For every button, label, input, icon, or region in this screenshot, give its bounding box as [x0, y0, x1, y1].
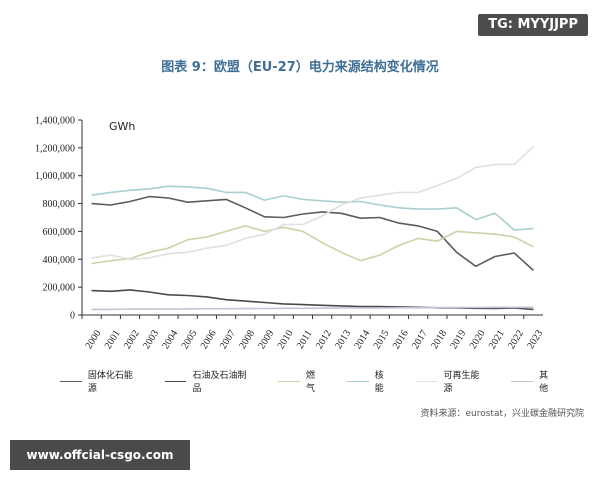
series-line: [91, 306, 534, 311]
series-line: [91, 145, 534, 261]
y-tick-label: 0: [70, 311, 75, 322]
legend-label: 石油及石油制品: [192, 371, 247, 394]
x-tick-label: 2009: [256, 328, 276, 351]
x-tick-label: 2006: [199, 328, 219, 351]
legend-swatch: [346, 380, 369, 382]
legend-item: 核能: [346, 368, 393, 394]
chart-legend: 固体化石能源 石油及石油制品 燃气 核能 可再生能源 其他: [60, 371, 580, 394]
series-line: [91, 225, 534, 265]
legend-item: 固体化石能源: [60, 368, 142, 394]
x-tick-label: 2019: [448, 328, 468, 351]
legend-item: 其他: [511, 368, 557, 394]
watermark-banner: www.offcial-csgo.com: [10, 440, 190, 470]
x-tick-label: 2020: [468, 328, 488, 351]
legend-label: 其他: [539, 371, 549, 394]
x-tick-label: 2012: [314, 328, 334, 351]
x-tick-label: 2018: [429, 328, 449, 351]
y-tick-label: 1,000,000: [35, 171, 75, 182]
source-note: 资料来源：eurostat，兴业碳金融研究院: [420, 409, 584, 419]
x-tick-label: 2014: [352, 328, 372, 351]
legend-label: 核能: [374, 371, 384, 394]
x-tick-label: 2022: [506, 328, 526, 351]
series-line: [91, 289, 534, 311]
y-tick-label: 400,000: [43, 255, 76, 266]
legend-swatch: [415, 380, 438, 382]
y-axis-unit: GWh: [109, 120, 135, 133]
channel-badge: TG: MYYJJPP: [478, 14, 588, 36]
x-tick-label: 2001: [103, 328, 123, 351]
x-tick-label: 2000: [84, 328, 104, 351]
x-tick-label: 2013: [333, 328, 353, 351]
x-tick-label: 2023: [525, 328, 545, 351]
x-tick-label: 2021: [487, 328, 507, 351]
chart-title: 图表 9：欧盟（EU-27）电力来源结构变化情况: [161, 60, 439, 75]
y-tick-label: 1,400,000: [35, 116, 75, 127]
legend-item: 燃气: [278, 368, 324, 394]
x-tick-label: 2007: [218, 328, 238, 351]
legend-swatch: [164, 380, 187, 382]
x-tick-label: 2008: [237, 328, 257, 351]
series-line: [91, 185, 534, 231]
x-tick-label: 2003: [141, 328, 161, 351]
x-tick-label: 2002: [122, 328, 142, 351]
axes: 0 200,000 400,000 600,000 800,000 1,000,000 1,…: [35, 116, 545, 352]
legend-item: 可再生能源: [415, 368, 489, 394]
y-tick-label: 1,200,000: [35, 143, 75, 154]
legend-swatch: [511, 380, 534, 382]
x-tick-label: 2011: [295, 328, 315, 350]
x-tick-label: 2017: [410, 328, 430, 351]
x-tick-label: 2015: [372, 328, 392, 351]
legend-item: 石油及石油制品: [164, 368, 256, 394]
series-line: [91, 195, 534, 271]
y-tick-label: 800,000: [43, 199, 76, 210]
legend-swatch: [60, 380, 82, 382]
legend-label: 固体化石能源: [87, 371, 133, 394]
y-tick-label: 600,000: [43, 227, 76, 238]
x-tick-label: 2016: [391, 328, 411, 351]
y-tick-label: 200,000: [43, 283, 76, 294]
legend-label: 燃气: [305, 371, 315, 394]
x-tick-label: 2005: [180, 328, 200, 351]
legend-swatch: [278, 380, 300, 382]
x-tick-label: 2010: [276, 328, 296, 351]
legend-label: 可再生能源: [443, 371, 480, 394]
series-group: [91, 145, 534, 311]
x-tick-label: 2004: [160, 328, 180, 351]
line-chart: 0 200,000 400,000 600,000 800,000 1,000,000 1,…: [35, 116, 545, 352]
